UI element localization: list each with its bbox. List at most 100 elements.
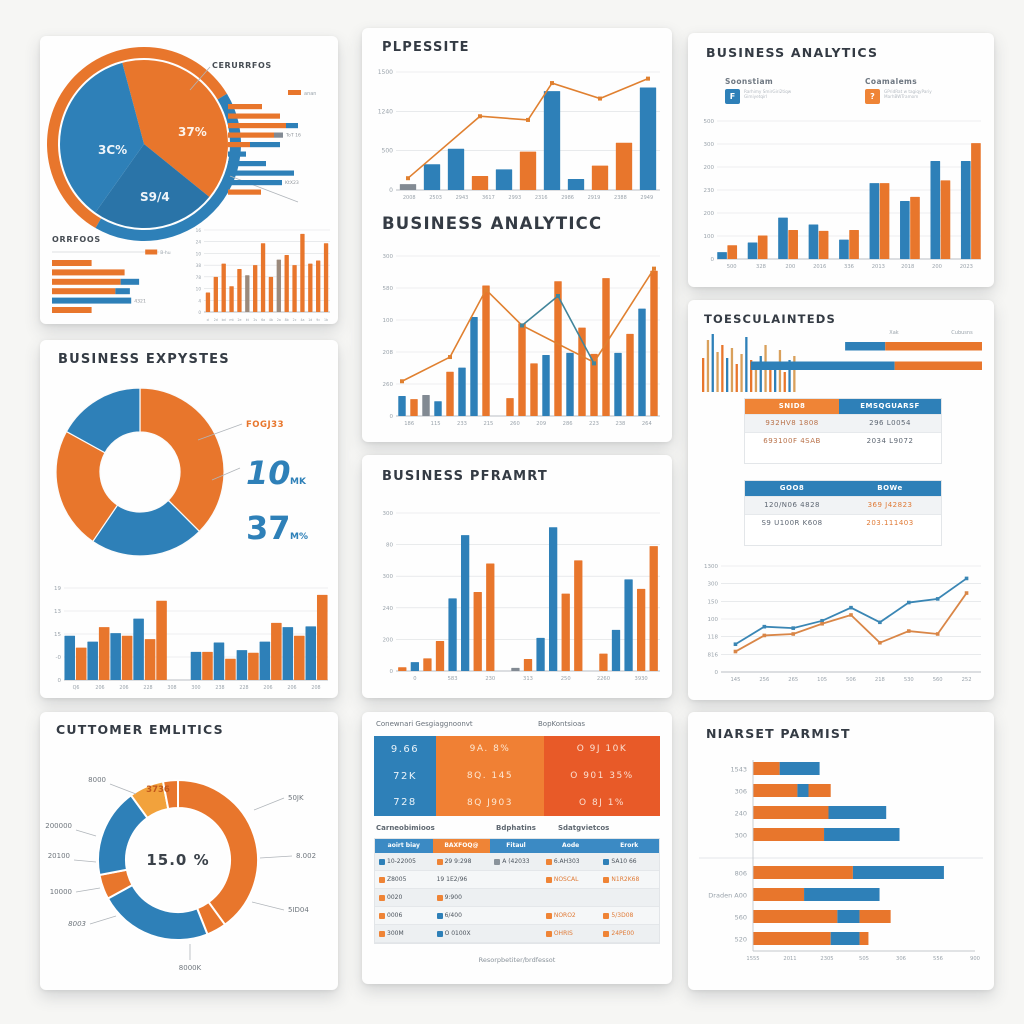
cell-icon	[379, 894, 385, 901]
svg-text:806: 806	[735, 869, 747, 877]
analytics-title: BUSINESS ANALYTICS	[706, 45, 879, 60]
svg-text:37: 37	[246, 509, 291, 547]
svg-text:8.002: 8.002	[296, 852, 316, 860]
svg-text:0: 0	[58, 678, 62, 684]
table-cell	[490, 889, 542, 906]
svg-text:560: 560	[735, 913, 747, 921]
table-cell: SA10 66	[599, 853, 659, 870]
analyticc-chart: 300 580 100 208 260 0 186 115 233 215 260 209 286 223…	[366, 248, 668, 434]
svg-text:2305: 2305	[820, 956, 833, 962]
overview-pie-chart: CERURRFOS anan 3C% 37% S9/4	[40, 36, 338, 242]
card-expenses: BUSINESS EXPYSTES FOGJ33 10 MK 37 M% 19 13 15 -…	[40, 340, 338, 698]
table-cell: 120/N06 4828	[764, 501, 820, 509]
svg-text:200: 200	[932, 264, 942, 270]
table-cell: 10-22005	[375, 853, 433, 870]
summary-cell: 72K	[393, 770, 417, 782]
chart-legend: Soonstiam F Rarhimy SmirGiri2tiqw Gimiyetq…	[725, 77, 977, 104]
svg-text:115: 115	[431, 421, 441, 427]
card-analytics: BUSINESS ANALYTICS 500 300 200 230 200 100 0 50…	[688, 33, 994, 287]
overview-hbars-svg: ToT 16 KtX23	[228, 104, 301, 195]
analytics-grouped-svg: 500 300 200 230 200 100 0 500 328 200 2016 336 2013 2…	[704, 119, 981, 270]
svg-text:240: 240	[735, 809, 747, 817]
orrfoos-hbar-chart: ORRFOOS B-hu 4321	[50, 232, 190, 320]
market-stacked-svg: 1543 306 240 300 806 Draden A00 560 520 1555 2011…	[699, 760, 983, 962]
card-toescu: TOESCULAINTEDS Xak Cubusns SNID8 EMSQGUARS…	[688, 300, 994, 700]
svg-text:1555: 1555	[746, 956, 759, 962]
table-header-label: Conewnari Gesgiaggnoonvt	[376, 720, 473, 728]
svg-text:anan: anan	[304, 91, 316, 97]
svg-text:230: 230	[704, 188, 715, 194]
svg-text:336: 336	[844, 264, 854, 270]
column-header: Fitaul	[490, 839, 542, 853]
svg-text:50JK: 50JK	[288, 794, 304, 802]
summary-cell: 8Q J903	[466, 797, 513, 808]
svg-text:0: 0	[389, 187, 393, 194]
svg-text:3C%: 3C%	[98, 143, 127, 157]
svg-text:264: 264	[642, 421, 653, 427]
svg-text:520: 520	[735, 935, 747, 943]
svg-text:583: 583	[448, 676, 458, 682]
svg-text:1500: 1500	[378, 69, 393, 76]
svg-text:CERURRFOS: CERURRFOS	[212, 61, 272, 70]
expenses-title: BUSINESS EXPYSTES	[58, 352, 230, 367]
svg-text:2s: 2s	[253, 318, 257, 322]
cell-icon	[436, 930, 443, 937]
card-customer: CUTTOMER EMLITICS 8000 200000 20100 10000 80…	[40, 712, 338, 990]
table-cell: 19 1E2/96	[436, 876, 468, 883]
svg-text:0: 0	[390, 669, 394, 675]
expenses-bar-chart: 19 13 15 -0 0 Q6 206 206 228 308 300 238 228 206 206 20…	[46, 582, 332, 694]
svg-text:2018: 2018	[901, 264, 914, 270]
legend-subtext: Rarhimy SmirGiri2tiqw Gimiyetqirl	[744, 89, 792, 99]
svg-text:313: 313	[523, 676, 533, 682]
svg-text:256: 256	[759, 677, 769, 683]
table-row: 10-22005 29 9:298 A (42033 6.AH303 SA10 66	[375, 853, 659, 871]
svg-text:S9/4: S9/4	[140, 190, 170, 204]
report-tables-wrap: Conewnari Gesgiaggnoonvt BopKontsioas 9.66…	[362, 712, 672, 984]
column-header: BOWe	[839, 481, 941, 496]
cell-icon	[379, 912, 385, 919]
svg-text:2016: 2016	[813, 264, 826, 270]
svg-text:560: 560	[933, 677, 943, 683]
table-cell: 932HV8 1808	[765, 419, 819, 427]
svg-text:4321: 4321	[134, 298, 146, 304]
table-cell: 369 J42823	[867, 501, 913, 509]
svg-text:2023: 2023	[960, 264, 973, 270]
table-cell	[490, 925, 542, 942]
table-row: Z8005 19 1E2/96 NOSCAL N1R2K68	[375, 871, 659, 889]
table-row: 932HV8 1808 296 L0054	[745, 414, 941, 432]
svg-text:10: 10	[246, 454, 291, 492]
overview-pie-svg: CERURRFOS anan 3C% 37% S9/4	[47, 46, 316, 242]
svg-text:1b: 1b	[324, 318, 328, 322]
svg-text:kt: kt	[246, 318, 250, 322]
summary-cell: O 9J 10K	[576, 744, 628, 755]
svg-text:900: 900	[970, 956, 980, 962]
svg-text:209: 209	[536, 421, 546, 427]
table-cell: 0006	[375, 907, 433, 924]
svg-text:250: 250	[561, 676, 571, 682]
expenses-bars-svg: 19 13 15 -0 0 Q6 206 206 228 308 300 238 228 206 206 20…	[54, 586, 328, 691]
table-cell: 693100F 4SAB	[763, 437, 821, 445]
table-cell: 0020	[375, 889, 433, 906]
svg-text:mt: mt	[229, 318, 234, 322]
svg-text:200: 200	[704, 165, 715, 171]
svg-text:10: 10	[196, 251, 202, 256]
toescu-table2: GOO8 BOWe 120/N06 4828 369 J42823 S9 U100R K…	[744, 480, 942, 546]
cell-icon	[545, 912, 552, 919]
section-label: Sdatgvietcos	[558, 824, 610, 832]
table-cell	[490, 871, 542, 888]
summary-cell: 728	[393, 797, 417, 809]
svg-text:206: 206	[287, 685, 296, 691]
svg-text:240: 240	[383, 606, 394, 612]
svg-text:206: 206	[263, 685, 272, 691]
table-cell	[599, 889, 659, 906]
svg-text:6a: 6a	[261, 318, 265, 322]
svg-text:2011: 2011	[783, 956, 796, 962]
svg-text:16: 16	[196, 228, 202, 233]
svg-text:100: 100	[708, 617, 719, 623]
table-cell: N1R2K68	[599, 871, 659, 888]
svg-text:2388: 2388	[614, 195, 627, 201]
svg-text:816: 816	[708, 652, 719, 658]
legend-glyph-icon: ?	[865, 89, 880, 104]
table-cell: S9 U100R K608	[761, 519, 823, 527]
